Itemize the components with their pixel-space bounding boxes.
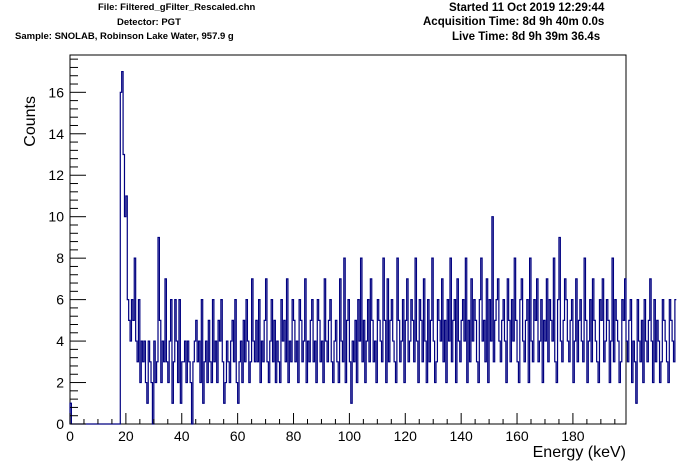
start-time: Started 11 Oct 2019 12:29:44 bbox=[449, 2, 605, 14]
x-tick-label: 120 bbox=[394, 428, 418, 444]
live-time: Live Time: 8d 9h 39m 36.4s bbox=[452, 31, 601, 43]
y-tick-label: 16 bbox=[48, 84, 64, 100]
y-tick-label: 10 bbox=[48, 209, 64, 225]
x-tick-label: 20 bbox=[118, 428, 134, 444]
sample-description: Sample: SNOLAB, Robinson Lake Water, 957… bbox=[15, 31, 234, 42]
x-tick-label: 40 bbox=[174, 428, 190, 444]
y-axis: 0 2 4 6 8 10 12 14 16 bbox=[48, 58, 86, 432]
x-tick-label: 60 bbox=[230, 428, 246, 444]
y-tick-label: 6 bbox=[56, 292, 64, 308]
y-tick-label: 2 bbox=[56, 375, 64, 391]
y-tick-label: 0 bbox=[56, 416, 64, 432]
x-axis-title: Energy (keV) bbox=[533, 444, 626, 461]
y-tick-label: 14 bbox=[48, 126, 64, 142]
x-axis: 0 20 40 60 80 100 120 140 160 180 bbox=[66, 413, 616, 444]
y-tick-label: 8 bbox=[56, 250, 64, 266]
spectrum-histogram-line bbox=[69, 70, 677, 425]
y-tick-label: 12 bbox=[48, 167, 64, 183]
x-tick-label: 140 bbox=[449, 428, 473, 444]
x-tick-label: 160 bbox=[505, 428, 529, 444]
y-axis-title: Counts bbox=[22, 96, 39, 147]
x-tick-label: 80 bbox=[286, 428, 302, 444]
y-tick-label: 4 bbox=[56, 333, 64, 349]
plot-frame bbox=[69, 54, 627, 425]
file-name: File: Filtered_gFilter_Rescaled.chn bbox=[98, 2, 256, 13]
x-tick-label: 0 bbox=[66, 428, 74, 444]
detector-name: Detector: PGT bbox=[117, 17, 181, 28]
acquisition-time: Acquisition Time: 8d 9h 40m 0.0s bbox=[423, 16, 605, 28]
x-tick-label: 180 bbox=[561, 428, 585, 444]
plot-area-border bbox=[69, 54, 627, 425]
x-tick-label: 100 bbox=[338, 428, 362, 444]
